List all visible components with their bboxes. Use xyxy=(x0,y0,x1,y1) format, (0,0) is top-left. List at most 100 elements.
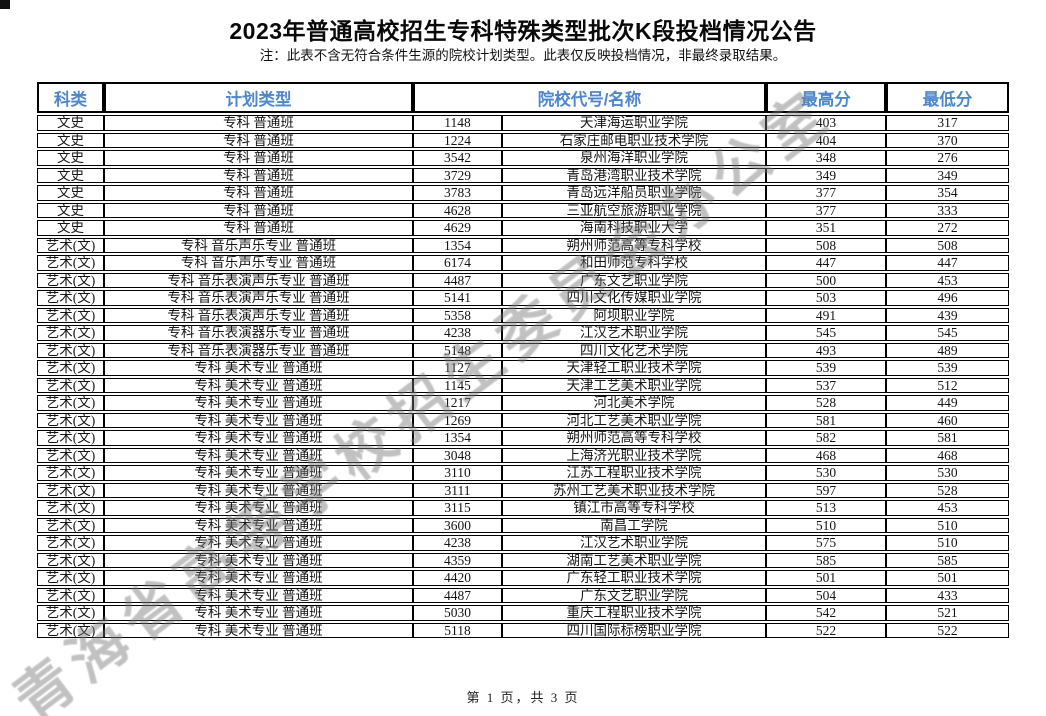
table-row: 艺术(文) 专科 音乐表演声乐专业 普通班 4487 广东文艺职业学院 500 … xyxy=(37,272,1009,288)
cell-college-name: 泉州海洋职业学院 xyxy=(502,150,766,166)
cell-max-score: 545 xyxy=(766,325,886,341)
cell-college-name: 三亚航空旅游职业学院 xyxy=(502,202,766,218)
cell-college-code: 6174 xyxy=(413,255,502,271)
cell-plan-type: 专科 美术专业 普通班 xyxy=(104,552,413,568)
cell-college-code: 3115 xyxy=(413,500,502,516)
table-row: 艺术(文) 专科 美术专业 普通班 3111 苏州工艺美术职业技术学院 597 … xyxy=(37,482,1009,498)
cell-max-score: 537 xyxy=(766,377,886,393)
cell-min-score: 539 xyxy=(886,360,1009,376)
cell-min-score: 585 xyxy=(886,552,1009,568)
cell-category: 文史 xyxy=(37,132,104,148)
cell-category: 艺术(文) xyxy=(37,517,104,533)
table-body: 文史 专科 普通班 1148 天津海运职业学院 403 317 文史 专科 普通… xyxy=(37,115,1009,638)
cell-college-name: 青岛远洋船员职业学院 xyxy=(502,185,766,201)
cell-category: 艺术(文) xyxy=(37,395,104,411)
cell-category: 艺术(文) xyxy=(37,412,104,428)
cell-plan-type: 专科 美术专业 普通班 xyxy=(104,570,413,586)
table-row: 艺术(文) 专科 音乐表演器乐专业 普通班 5148 四川文化艺术学院 493 … xyxy=(37,342,1009,358)
cell-min-score: 453 xyxy=(886,500,1009,516)
cell-college-code: 5118 xyxy=(413,622,502,638)
cell-college-name: 重庆工程职业技术学院 xyxy=(502,605,766,621)
cell-category: 艺术(文) xyxy=(37,307,104,323)
cell-max-score: 504 xyxy=(766,587,886,603)
cell-college-code: 4420 xyxy=(413,570,502,586)
cell-category: 艺术(文) xyxy=(37,605,104,621)
cell-category: 艺术(文) xyxy=(37,465,104,481)
cell-college-code: 1354 xyxy=(413,237,502,253)
cell-plan-type: 专科 美术专业 普通班 xyxy=(104,500,413,516)
header-plan-type: 计划类型 xyxy=(104,82,413,113)
cell-plan-type: 专科 美术专业 普通班 xyxy=(104,605,413,621)
cell-min-score: 433 xyxy=(886,587,1009,603)
cell-max-score: 539 xyxy=(766,360,886,376)
table-row: 艺术(文) 专科 美术专业 普通班 3115 镇江市高等专科学校 513 453 xyxy=(37,500,1009,516)
cell-college-code: 3729 xyxy=(413,167,502,183)
cell-plan-type: 专科 音乐声乐专业 普通班 xyxy=(104,255,413,271)
cell-college-name: 广东文艺职业学院 xyxy=(502,272,766,288)
table-row: 艺术(文) 专科 美术专业 普通班 3048 上海济光职业技术学院 468 46… xyxy=(37,447,1009,463)
table-row: 艺术(文) 专科 美术专业 普通班 1145 天津工艺美术职业学院 537 51… xyxy=(37,377,1009,393)
table-row: 文史 专科 普通班 4628 三亚航空旅游职业学院 377 333 xyxy=(37,202,1009,218)
table-row: 艺术(文) 专科 美术专业 普通班 5118 四川国际标榜职业学院 522 52… xyxy=(37,622,1009,638)
cell-min-score: 276 xyxy=(886,150,1009,166)
cell-college-code: 4487 xyxy=(413,272,502,288)
cell-min-score: 510 xyxy=(886,535,1009,551)
cell-college-name: 苏州工艺美术职业技术学院 xyxy=(502,482,766,498)
cell-plan-type: 专科 美术专业 普通班 xyxy=(104,535,413,551)
cell-college-code: 4238 xyxy=(413,535,502,551)
table-row: 艺术(文) 专科 美术专业 普通班 1127 天津轻工职业技术学院 539 53… xyxy=(37,360,1009,376)
cell-min-score: 370 xyxy=(886,132,1009,148)
cell-college-code: 1217 xyxy=(413,395,502,411)
table-row: 艺术(文) 专科 美术专业 普通班 4487 广东文艺职业学院 504 433 xyxy=(37,587,1009,603)
cell-category: 艺术(文) xyxy=(37,482,104,498)
table-row: 艺术(文) 专科 音乐表演声乐专业 普通班 5358 阿坝职业学院 491 43… xyxy=(37,307,1009,323)
results-table-container: 科类 计划类型 院校代号/名称 最高分 最低分 文史 专科 普通班 1148 天… xyxy=(37,80,1009,640)
cell-min-score: 522 xyxy=(886,622,1009,638)
cell-category: 文史 xyxy=(37,202,104,218)
table-row: 艺术(文) 专科 音乐表演声乐专业 普通班 5141 四川文化传媒职业学院 50… xyxy=(37,290,1009,306)
cell-college-name: 河北工艺美术职业学院 xyxy=(502,412,766,428)
cell-college-code: 3783 xyxy=(413,185,502,201)
cell-college-code: 1354 xyxy=(413,430,502,446)
cell-max-score: 522 xyxy=(766,622,886,638)
cell-college-code: 1269 xyxy=(413,412,502,428)
table-row: 艺术(文) 专科 美术专业 普通班 4238 江汉艺术职业学院 575 510 xyxy=(37,535,1009,551)
table-row: 艺术(文) 专科 美术专业 普通班 3110 江苏工程职业技术学院 530 53… xyxy=(37,465,1009,481)
cell-min-score: 496 xyxy=(886,290,1009,306)
cell-category: 艺术(文) xyxy=(37,622,104,638)
table-row: 文史 专科 普通班 3729 青岛港湾职业技术学院 349 349 xyxy=(37,167,1009,183)
cell-category: 艺术(文) xyxy=(37,237,104,253)
cell-category: 文史 xyxy=(37,167,104,183)
cell-category: 艺术(文) xyxy=(37,342,104,358)
cell-min-score: 528 xyxy=(886,482,1009,498)
cell-min-score: 581 xyxy=(886,430,1009,446)
cell-category: 艺术(文) xyxy=(37,500,104,516)
cell-college-name: 和田师范专科学校 xyxy=(502,255,766,271)
header-max-score: 最高分 xyxy=(766,82,886,113)
cell-min-score: 439 xyxy=(886,307,1009,323)
cell-category: 文史 xyxy=(37,185,104,201)
table-row: 艺术(文) 专科 美术专业 普通班 4359 湖南工艺美术职业学院 585 58… xyxy=(37,552,1009,568)
page-note: 注：此表不含无符合条件生源的院校计划类型。此表仅反映投档情况，非最终录取结果。 xyxy=(259,48,787,63)
cell-college-code: 5148 xyxy=(413,342,502,358)
cell-plan-type: 专科 美术专业 普通班 xyxy=(104,377,413,393)
cell-college-name: 广东文艺职业学院 xyxy=(502,587,766,603)
cell-category: 文史 xyxy=(37,220,104,236)
cell-max-score: 351 xyxy=(766,220,886,236)
cell-college-name: 朔州师范高等专科学校 xyxy=(502,237,766,253)
table-header-row: 科类 计划类型 院校代号/名称 最高分 最低分 xyxy=(37,82,1009,113)
table-row: 艺术(文) 专科 美术专业 普通班 1269 河北工艺美术职业学院 581 46… xyxy=(37,412,1009,428)
cell-max-score: 447 xyxy=(766,255,886,271)
cell-college-name: 广东轻工职业技术学院 xyxy=(502,570,766,586)
cell-college-code: 1127 xyxy=(413,360,502,376)
page-title: 2023年普通高校招生专科特殊类型批次K段投档情况公告 xyxy=(229,18,817,44)
cell-min-score: 489 xyxy=(886,342,1009,358)
cell-max-score: 510 xyxy=(766,517,886,533)
cell-min-score: 501 xyxy=(886,570,1009,586)
cell-max-score: 585 xyxy=(766,552,886,568)
cell-plan-type: 专科 普通班 xyxy=(104,185,413,201)
header-min-score: 最低分 xyxy=(886,82,1009,113)
cell-max-score: 404 xyxy=(766,132,886,148)
cell-category: 艺术(文) xyxy=(37,272,104,288)
